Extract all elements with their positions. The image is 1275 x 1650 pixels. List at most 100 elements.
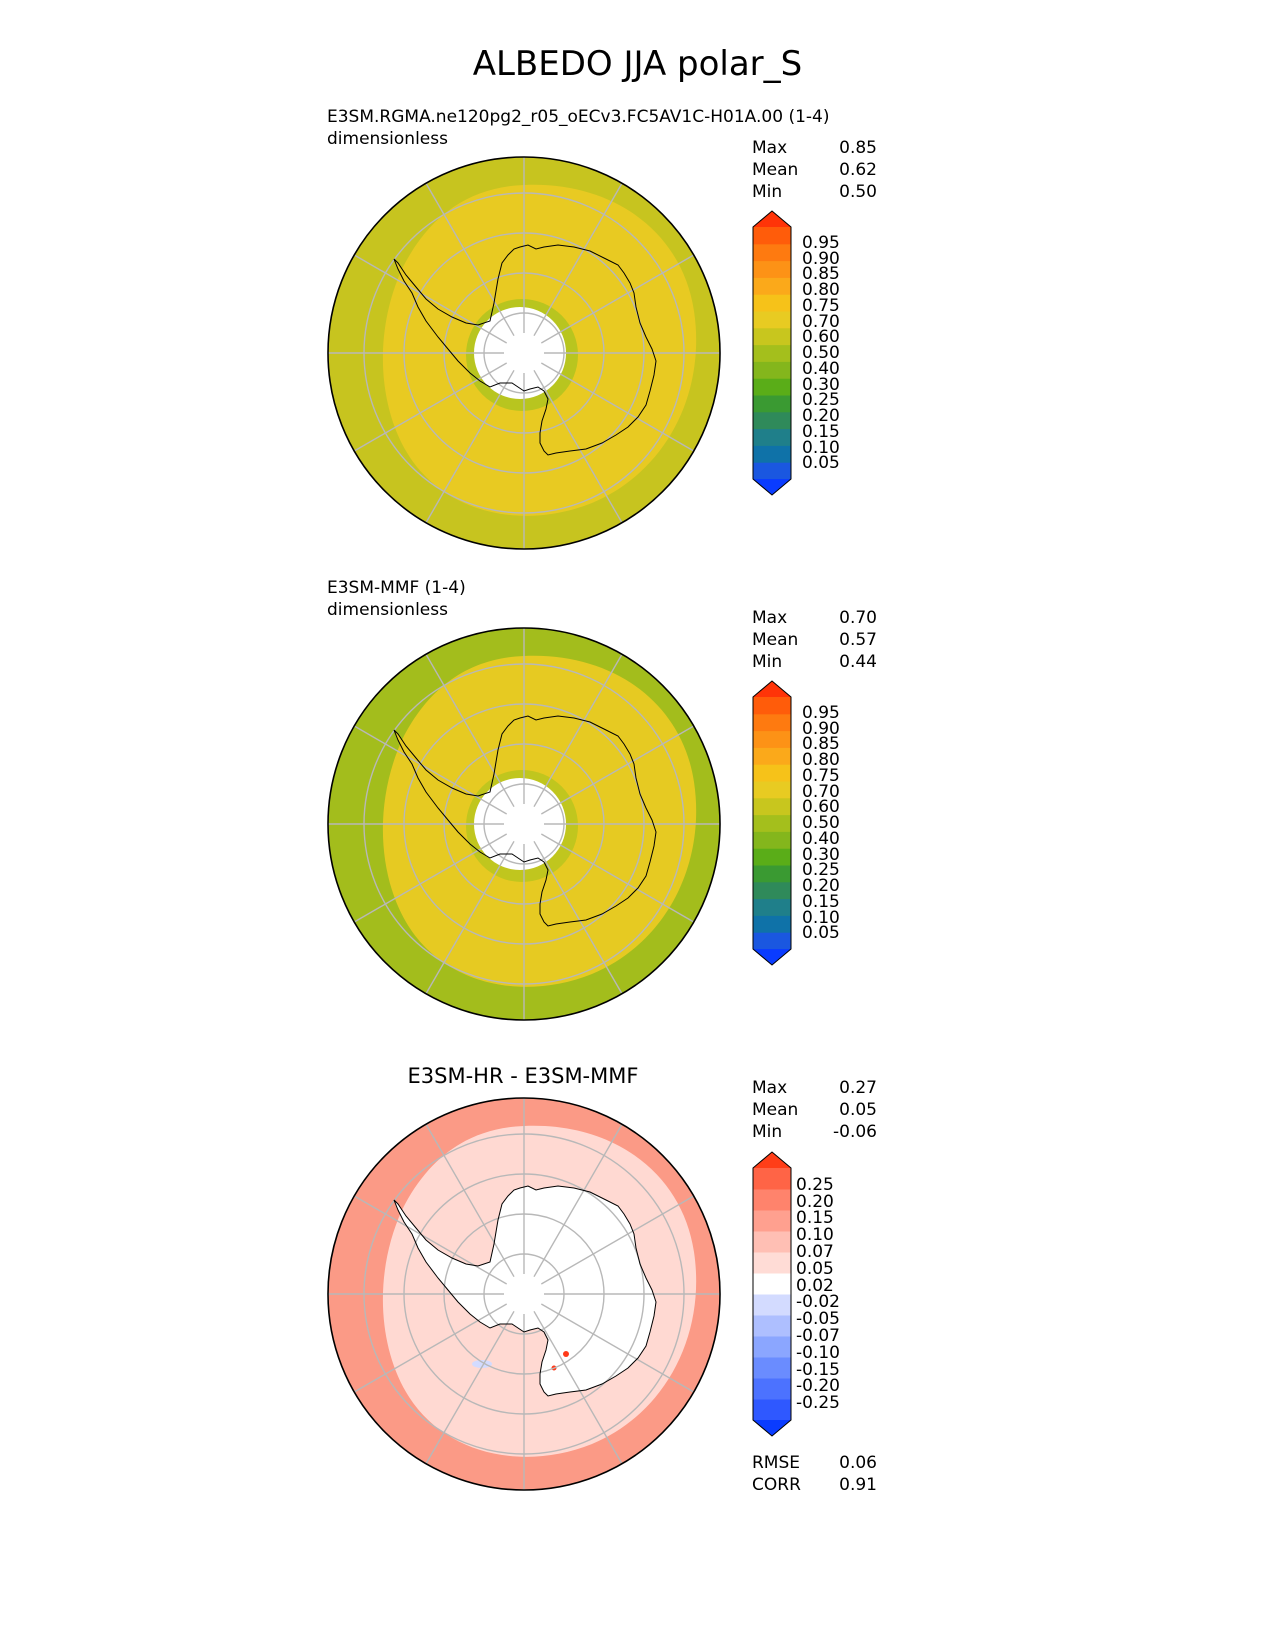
colorbar-tick-label: 0.85 [802, 264, 840, 285]
panel3-metrics: RMSE 0.06 CORR 0.91 [752, 1452, 877, 1496]
meridian-line [353, 254, 508, 344]
meridian-line [533, 840, 623, 995]
colorbar-segment [753, 1210, 791, 1232]
colorbar-outline [752, 210, 792, 496]
colorbar-extend-max [753, 211, 791, 227]
meridian-line [353, 1195, 508, 1285]
meridian-line [540, 254, 695, 344]
panel3-min-label: Min [752, 1122, 783, 1142]
colorbar-tick-label: 0.25 [802, 390, 840, 411]
colorbar-tick-label: 0.05 [802, 453, 840, 474]
corr-label: CORR [752, 1475, 801, 1495]
panel2-min-value: 0.44 [839, 652, 877, 672]
meridian-line [353, 362, 508, 452]
colorbar-extend-min [753, 949, 791, 965]
panel3-max-value: 0.27 [839, 1078, 877, 1098]
colorbar-tick-label: 0.30 [802, 844, 840, 865]
colorbar-segment [753, 1168, 791, 1190]
panel3-min-value: -0.06 [833, 1122, 877, 1142]
colorbar-tick-label: 0.15 [802, 891, 840, 912]
colorbar-segment [753, 865, 791, 883]
figure-title: ALBEDO JJA polar_S [472, 44, 803, 84]
colorbar-segment [753, 428, 791, 446]
colorbar-segment [753, 831, 791, 849]
panel1-max-label: Max [752, 138, 788, 158]
meridian-line [425, 1123, 515, 1278]
colorbar-segment [753, 814, 791, 832]
colorbar-tick-label: -0.05 [796, 1309, 840, 1330]
meridian-line [425, 1310, 515, 1465]
colorbar-segment [753, 344, 791, 362]
colorbar-extend-max [753, 1152, 791, 1168]
colorbar-segment [753, 277, 791, 295]
colorbar-tick-label: 0.05 [796, 1258, 834, 1279]
meridian-line [425, 182, 515, 337]
colorbar-tick-label: 0.20 [802, 406, 840, 426]
colorbar-segment [753, 227, 791, 245]
colorbar-extend-max [753, 681, 791, 697]
panel1-title: E3SM.RGMA.ne120pg2_r05_oECv3.FC5AV1C-H01… [327, 106, 829, 150]
colorbar-tick-label: 0.70 [802, 311, 840, 332]
meridian-line [425, 840, 515, 995]
colorbar-extend-min [753, 1420, 791, 1436]
meridian-line [353, 1303, 508, 1393]
colorbar-segment [753, 713, 791, 732]
colorbar-segment [753, 260, 791, 278]
panel2-mean-label: Mean [752, 630, 799, 650]
panel2-stats: Max 0.70 Mean 0.57 Min 0.44 [752, 607, 877, 673]
colorbar-segment [753, 1231, 791, 1253]
colorbar-segment [753, 327, 791, 346]
colorbar-tick-label: 0.10 [802, 907, 840, 928]
colorbar-tick-label: 0.60 [802, 797, 840, 818]
coastline [393, 715, 657, 927]
colorbar-tick-label: 0.07 [796, 1242, 834, 1262]
colorbar-segment [753, 781, 791, 799]
panel3-title: E3SM-HR - E3SM-MMF [407, 1064, 639, 1088]
colorbar-tick-label: 0.20 [796, 1191, 834, 1212]
colorbar-segment [753, 848, 791, 866]
map-boundary [327, 627, 721, 1021]
panel3-mean-label: Mean [752, 1100, 799, 1120]
colorbar-tick-label: 0.90 [802, 248, 840, 269]
colorbar-segment [753, 1189, 791, 1211]
colorbar-tick-label: 0.25 [802, 860, 840, 881]
colorbar-segment [753, 1315, 791, 1337]
colorbar-tick-label: 0.75 [802, 765, 840, 786]
colorbar-segment [753, 1357, 791, 1379]
panel2-units: dimensionless [327, 600, 448, 620]
colorbar-segment [753, 378, 791, 396]
meridian-line [540, 362, 695, 452]
colorbar-segment [753, 1273, 791, 1295]
pole-no-data [474, 778, 566, 870]
colorbar-tick-label: 0.25 [796, 1174, 834, 1195]
colorbar-tick-label: -0.15 [796, 1359, 840, 1380]
panel3-mean-value: 0.05 [839, 1100, 877, 1120]
meridian-line [533, 1310, 623, 1465]
meridian-line [425, 369, 515, 524]
panel2-title-line1: E3SM-MMF (1-4) [327, 578, 466, 598]
colorbar-tick-label: -0.20 [796, 1376, 840, 1397]
panel1-colorbar [752, 210, 792, 496]
panel1-mean-value: 0.62 [839, 160, 877, 180]
colorbar-segment [753, 445, 791, 463]
panel2-max-value: 0.70 [839, 608, 877, 628]
map-boundary [327, 156, 721, 550]
colorbar-tick-label: 0.50 [802, 813, 840, 833]
panel1-mean-label: Mean [752, 160, 799, 180]
pole-no-data [474, 307, 566, 399]
panel2-max-label: Max [752, 608, 788, 628]
panel2-polar-map [327, 627, 721, 1021]
antarctica-field [394, 1186, 656, 1396]
panel2-min-label: Min [752, 652, 783, 672]
panel3-colorbar [752, 1151, 792, 1437]
panel1-title-line1: E3SM.RGMA.ne120pg2_r05_oECv3.FC5AV1C-H01… [327, 107, 830, 127]
colorbar-tick-label: 0.10 [796, 1225, 834, 1246]
colorbar-segment [753, 411, 791, 430]
colorbar-tick-label: 0.30 [802, 374, 840, 395]
colorbar-outline [752, 1151, 792, 1437]
panel3-stats: Max 0.27 Mean 0.05 Min -0.06 [752, 1077, 877, 1143]
coastline [393, 1185, 657, 1397]
map-boundary [327, 1097, 721, 1491]
colorbar-extend-min [753, 479, 791, 495]
colorbar-outline [752, 680, 792, 966]
